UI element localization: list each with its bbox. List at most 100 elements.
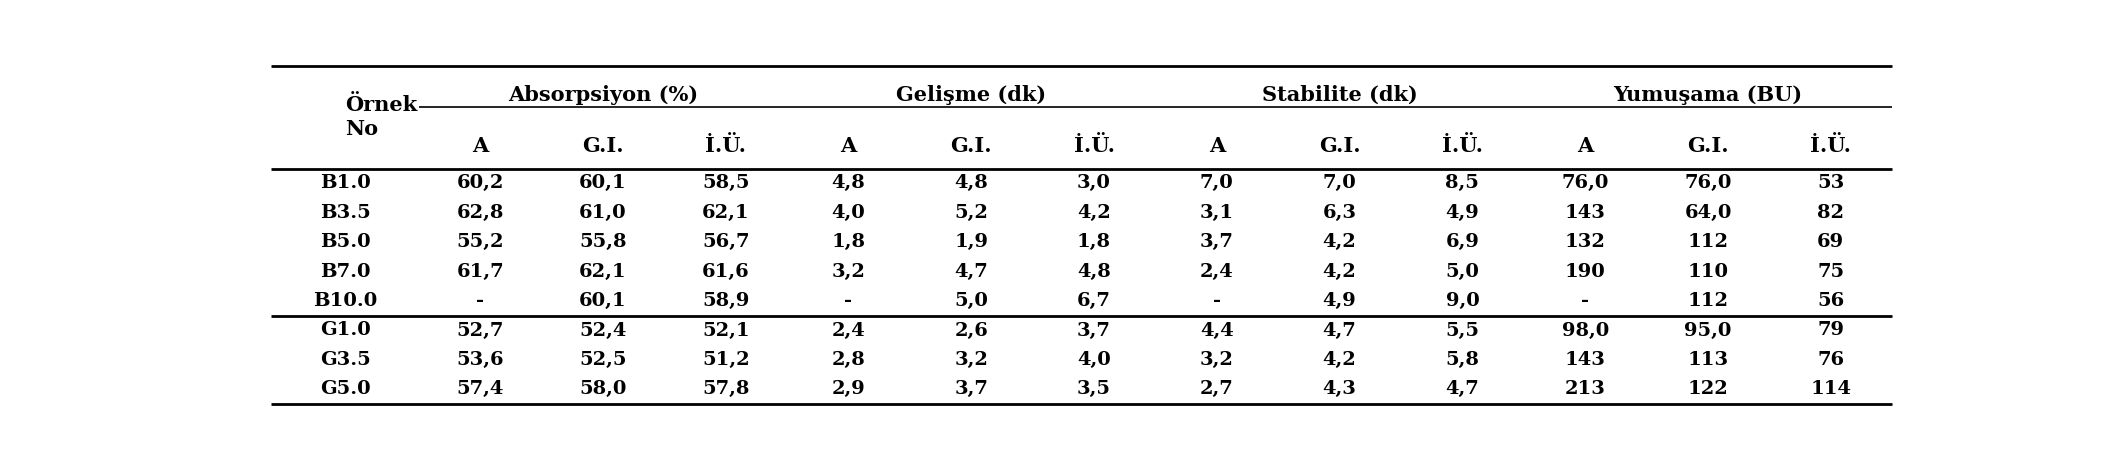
Text: 213: 213 [1565, 381, 1605, 398]
Text: 5,0: 5,0 [954, 292, 988, 310]
Text: Absorpsiyon (%): Absorpsiyon (%) [508, 85, 697, 105]
Text: Örnek
No: Örnek No [345, 95, 417, 139]
Text: 53: 53 [1817, 174, 1845, 192]
Text: 1,8: 1,8 [1076, 233, 1112, 251]
Text: 56,7: 56,7 [701, 233, 750, 251]
Text: 6,9: 6,9 [1445, 233, 1478, 251]
Text: 132: 132 [1565, 233, 1605, 251]
Text: Yumuşama (BU): Yumuşama (BU) [1613, 85, 1803, 105]
Text: 62,1: 62,1 [701, 204, 750, 222]
Text: 52,5: 52,5 [579, 351, 628, 369]
Text: 57,8: 57,8 [701, 381, 750, 398]
Text: 112: 112 [1687, 292, 1729, 310]
Text: 55,8: 55,8 [579, 233, 628, 251]
Text: 3,7: 3,7 [1076, 322, 1112, 339]
Text: -: - [845, 292, 853, 310]
Text: B7.0: B7.0 [320, 262, 371, 281]
Text: 112: 112 [1687, 233, 1729, 251]
Text: 122: 122 [1687, 381, 1729, 398]
Text: 4,3: 4,3 [1323, 381, 1356, 398]
Text: 5,2: 5,2 [954, 204, 988, 222]
Text: 113: 113 [1687, 351, 1729, 369]
Text: 1,8: 1,8 [832, 233, 866, 251]
Text: 9,0: 9,0 [1445, 292, 1478, 310]
Text: 4,2: 4,2 [1323, 233, 1356, 251]
Text: 3,2: 3,2 [832, 262, 866, 281]
Text: 4,0: 4,0 [1076, 351, 1112, 369]
Text: 98,0: 98,0 [1561, 322, 1609, 339]
Text: İ.Ü.: İ.Ü. [706, 136, 746, 157]
Text: 4,8: 4,8 [954, 174, 988, 192]
Text: 3,2: 3,2 [954, 351, 988, 369]
Text: İ.Ü.: İ.Ü. [1074, 136, 1114, 157]
Text: 5,5: 5,5 [1445, 322, 1478, 339]
Text: 69: 69 [1817, 233, 1845, 251]
Text: 114: 114 [1811, 381, 1851, 398]
Text: 3,5: 3,5 [1076, 381, 1112, 398]
Text: 76,0: 76,0 [1561, 174, 1609, 192]
Text: 3,1: 3,1 [1200, 204, 1234, 222]
Text: G.I.: G.I. [1687, 136, 1729, 157]
Text: 58,0: 58,0 [579, 381, 628, 398]
Text: 64,0: 64,0 [1685, 204, 1731, 222]
Text: 60,2: 60,2 [457, 174, 503, 192]
Text: 4,0: 4,0 [832, 204, 866, 222]
Text: 6,3: 6,3 [1323, 204, 1356, 222]
Text: 75: 75 [1817, 262, 1845, 281]
Text: 3,2: 3,2 [1200, 351, 1234, 369]
Text: İ.Ü.: İ.Ü. [1443, 136, 1483, 157]
Text: 58,9: 58,9 [701, 292, 750, 310]
Text: 76,0: 76,0 [1685, 174, 1731, 192]
Text: 2,4: 2,4 [832, 322, 866, 339]
Text: 76: 76 [1817, 351, 1845, 369]
Text: 61,0: 61,0 [579, 204, 628, 222]
Text: 52,4: 52,4 [579, 322, 628, 339]
Text: 3,0: 3,0 [1076, 174, 1112, 192]
Text: 55,2: 55,2 [457, 233, 503, 251]
Text: 53,6: 53,6 [457, 351, 503, 369]
Text: İ.Ü.: İ.Ü. [1811, 136, 1851, 157]
Text: 5,0: 5,0 [1445, 262, 1478, 281]
Text: A: A [472, 136, 489, 157]
Text: 2,8: 2,8 [832, 351, 866, 369]
Text: G.I.: G.I. [1318, 136, 1360, 157]
Text: 82: 82 [1817, 204, 1845, 222]
Text: 2,9: 2,9 [832, 381, 866, 398]
Text: G5.0: G5.0 [320, 381, 371, 398]
Text: 2,7: 2,7 [1200, 381, 1234, 398]
Text: 4,7: 4,7 [954, 262, 988, 281]
Text: 4,2: 4,2 [1323, 262, 1356, 281]
Text: 5,8: 5,8 [1445, 351, 1478, 369]
Text: 4,9: 4,9 [1323, 292, 1356, 310]
Text: 7,0: 7,0 [1200, 174, 1234, 192]
Text: -: - [1213, 292, 1221, 310]
Text: 6,7: 6,7 [1076, 292, 1112, 310]
Text: 1,9: 1,9 [954, 233, 988, 251]
Text: G1.0: G1.0 [320, 322, 371, 339]
Text: 3,7: 3,7 [954, 381, 988, 398]
Text: Gelişme (dk): Gelişme (dk) [897, 85, 1047, 105]
Text: 61,6: 61,6 [701, 262, 750, 281]
Text: 2,4: 2,4 [1200, 262, 1234, 281]
Text: B1.0: B1.0 [320, 174, 371, 192]
Text: 3,7: 3,7 [1200, 233, 1234, 251]
Text: 52,7: 52,7 [457, 322, 503, 339]
Text: 4,7: 4,7 [1445, 381, 1478, 398]
Text: G3.5: G3.5 [320, 351, 371, 369]
Text: A: A [1209, 136, 1226, 157]
Text: 110: 110 [1687, 262, 1729, 281]
Text: 190: 190 [1565, 262, 1605, 281]
Text: Stabilite (dk): Stabilite (dk) [1261, 85, 1417, 105]
Text: G.I.: G.I. [950, 136, 992, 157]
Text: 4,7: 4,7 [1323, 322, 1356, 339]
Text: 7,0: 7,0 [1323, 174, 1356, 192]
Text: 61,7: 61,7 [457, 262, 503, 281]
Text: 4,9: 4,9 [1445, 204, 1478, 222]
Text: 51,2: 51,2 [701, 351, 750, 369]
Text: 52,1: 52,1 [701, 322, 750, 339]
Text: A: A [840, 136, 857, 157]
Text: 79: 79 [1817, 322, 1845, 339]
Text: B3.5: B3.5 [320, 204, 371, 222]
Text: 60,1: 60,1 [579, 174, 628, 192]
Text: A: A [1577, 136, 1594, 157]
